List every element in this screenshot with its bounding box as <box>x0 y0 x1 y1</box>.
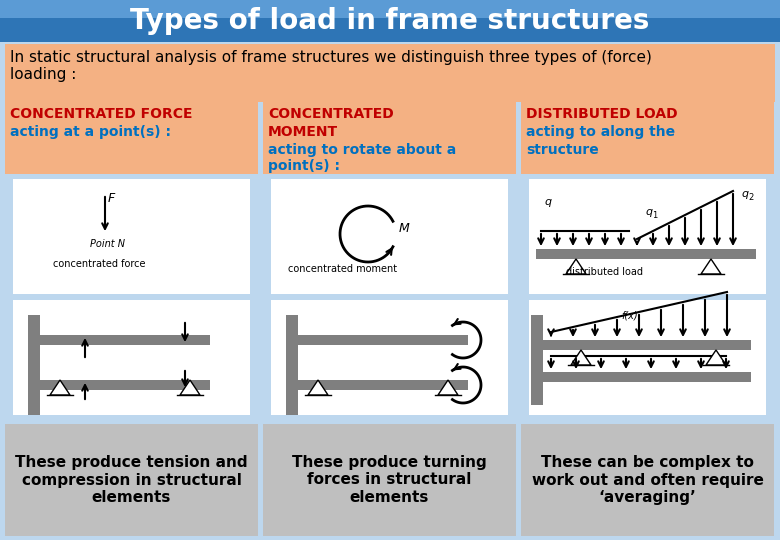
Polygon shape <box>438 380 458 395</box>
Bar <box>286 365 298 415</box>
Bar <box>521 424 774 536</box>
Bar <box>5 175 258 423</box>
Bar <box>529 300 766 415</box>
Bar <box>0 0 780 42</box>
Text: Types of load in frame structures: Types of load in frame structures <box>130 7 650 35</box>
Text: concentrated force: concentrated force <box>53 259 146 269</box>
Bar <box>521 102 774 174</box>
Text: CONCENTRATED FORCE: CONCENTRATED FORCE <box>10 107 193 121</box>
Polygon shape <box>180 380 200 395</box>
Text: MOMENT: MOMENT <box>268 125 338 139</box>
Text: q: q <box>741 189 748 199</box>
Bar <box>5 102 258 174</box>
Text: q: q <box>645 207 652 217</box>
Polygon shape <box>308 380 328 395</box>
Text: acting at a point(s) :: acting at a point(s) : <box>10 125 171 139</box>
Bar <box>271 179 508 294</box>
Bar <box>531 315 543 370</box>
Text: distributed load: distributed load <box>566 267 643 277</box>
Text: These produce tension and
compression in structural
elements: These produce tension and compression in… <box>15 455 248 505</box>
Bar <box>531 350 543 405</box>
Bar <box>40 380 210 390</box>
Polygon shape <box>566 259 586 274</box>
Text: In static structural analysis of frame structures we distinguish three types of : In static structural analysis of frame s… <box>10 50 652 83</box>
Text: F: F <box>108 192 115 205</box>
Bar <box>263 424 516 536</box>
Text: Point N: Point N <box>90 239 125 249</box>
Bar <box>5 424 258 536</box>
Bar <box>541 372 751 382</box>
Text: f(x): f(x) <box>621 310 637 320</box>
Bar <box>263 102 516 174</box>
Bar <box>40 335 210 345</box>
Polygon shape <box>50 380 70 395</box>
Text: DISTRIBUTED LOAD: DISTRIBUTED LOAD <box>526 107 678 121</box>
Bar <box>298 380 468 390</box>
Text: 1: 1 <box>652 211 658 220</box>
Text: point(s) :: point(s) : <box>268 159 340 173</box>
Bar <box>28 315 40 365</box>
Polygon shape <box>701 259 721 274</box>
Text: acting to along the: acting to along the <box>526 125 675 139</box>
Text: structure: structure <box>526 143 599 157</box>
Text: q: q <box>544 197 551 207</box>
Bar <box>298 335 468 345</box>
Bar <box>286 315 298 365</box>
Bar <box>5 44 775 102</box>
Bar <box>271 300 508 415</box>
Text: These can be complex to
work out and often require
‘averaging’: These can be complex to work out and oft… <box>531 455 764 505</box>
Bar <box>541 340 751 350</box>
Text: M: M <box>399 222 410 235</box>
Polygon shape <box>571 350 591 365</box>
Bar <box>521 175 774 423</box>
Bar <box>28 365 40 415</box>
Text: CONCENTRATED: CONCENTRATED <box>268 107 394 121</box>
Bar <box>13 300 250 415</box>
Text: concentrated moment: concentrated moment <box>288 264 397 274</box>
Bar <box>263 175 516 423</box>
Bar <box>0 18 780 42</box>
Bar <box>529 179 766 294</box>
Bar <box>13 179 250 294</box>
Text: acting to rotate about a: acting to rotate about a <box>268 143 456 157</box>
Bar <box>536 249 756 259</box>
Polygon shape <box>706 350 726 365</box>
Text: These produce turning
forces in structural
elements: These produce turning forces in structur… <box>292 455 487 505</box>
Text: 2: 2 <box>748 193 753 202</box>
